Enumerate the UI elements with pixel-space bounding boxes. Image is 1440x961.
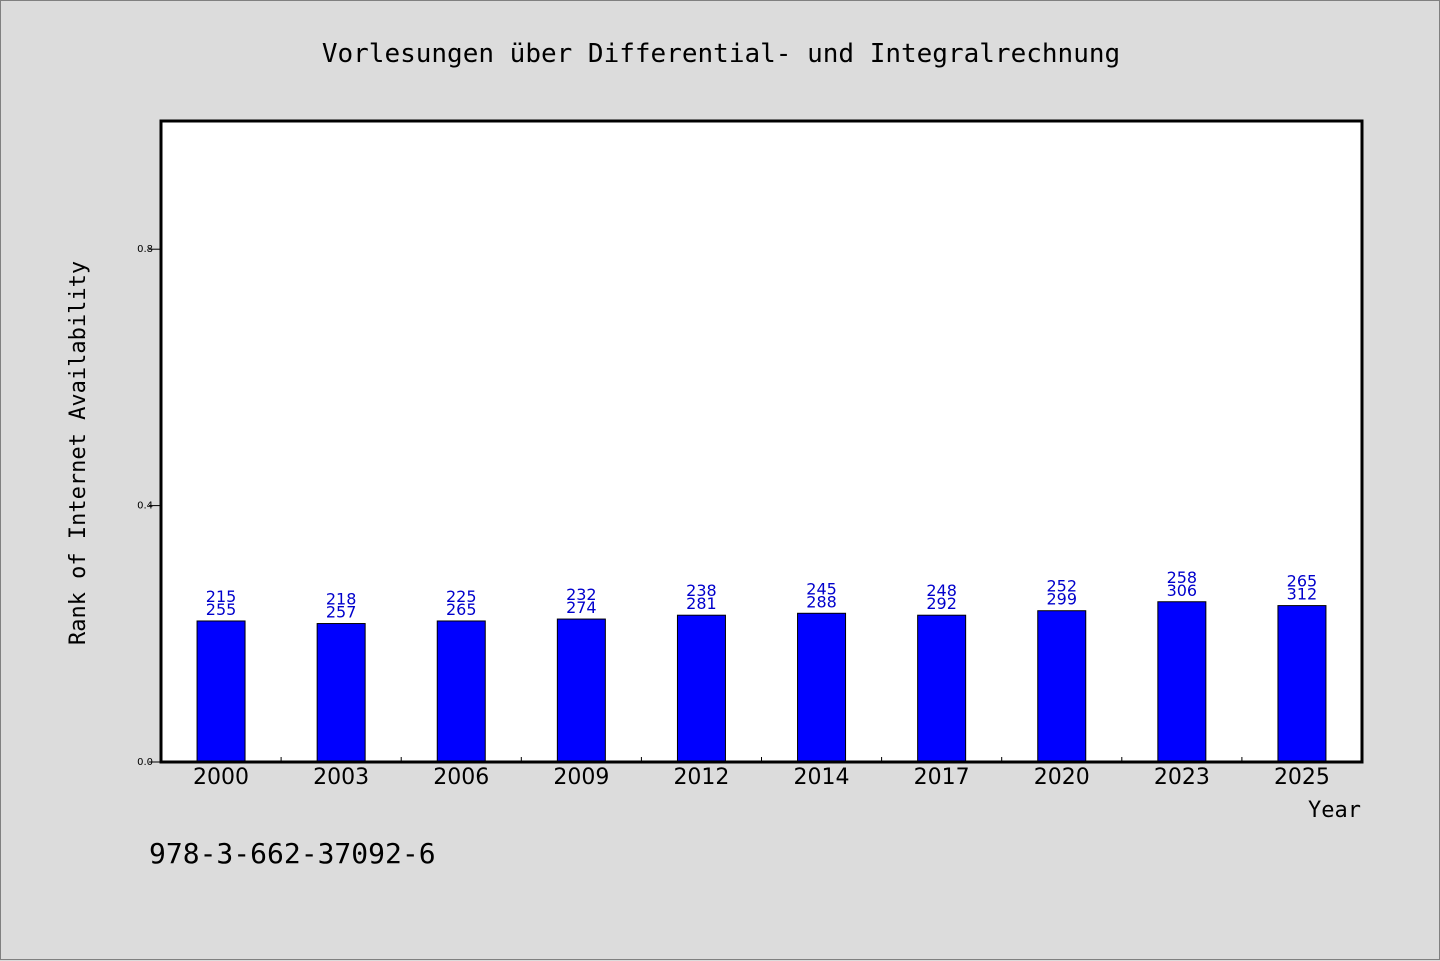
data-label-upper: 245: [806, 579, 837, 598]
plot-frame: [159, 119, 1364, 764]
x-tick-label: 2020: [1034, 765, 1090, 790]
y-tick-label: 0.8: [137, 244, 153, 255]
bar: [1277, 605, 1327, 763]
bar: [316, 623, 366, 763]
bar: [196, 620, 246, 763]
data-label-upper: 215: [206, 587, 237, 606]
y-tick-label: 0.4: [137, 501, 153, 512]
data-label-upper: 218: [326, 590, 357, 609]
bar: [797, 612, 847, 763]
x-tick-label: 2017: [914, 765, 970, 790]
data-label-upper: 232: [566, 585, 597, 604]
data-label-lower: 274: [566, 598, 597, 617]
data-label-lower: 255: [206, 600, 237, 619]
data-labels-group: 2152552182572252652322742382812452882482…: [206, 568, 1317, 622]
data-label-lower: 265: [446, 600, 477, 619]
bar: [676, 614, 726, 763]
bar: [556, 618, 606, 763]
data-label-upper: 238: [686, 581, 717, 600]
bar: [436, 620, 486, 763]
data-label-upper: 258: [1167, 568, 1198, 587]
x-tick-label: 2025: [1274, 765, 1330, 790]
x-tick-label: 2003: [313, 765, 369, 790]
x-axis-label: Year: [1308, 798, 1361, 823]
x-tick-label: 2000: [193, 765, 249, 790]
data-label-upper: 225: [446, 587, 477, 606]
data-label-lower: 312: [1287, 585, 1318, 604]
bars-group: [196, 601, 1327, 763]
data-label-lower: 281: [686, 594, 717, 613]
isbn-text: 978-3-662-37092-6: [149, 837, 436, 870]
bar: [1037, 610, 1087, 763]
data-label-upper: 248: [926, 581, 957, 600]
data-label-lower: 299: [1046, 590, 1077, 609]
x-tick-label: 2012: [673, 765, 729, 790]
bar: [1157, 601, 1207, 763]
x-tick-label: 2009: [553, 765, 609, 790]
data-label-lower: 306: [1167, 581, 1198, 600]
ticks-group: 2000 2003 2006 2009 2012 2014 2017 2020 2023 2025…: [137, 244, 1330, 790]
data-label-lower: 292: [926, 594, 957, 613]
y-tick-label: 0.0: [137, 757, 153, 768]
data-label-upper: 265: [1287, 572, 1318, 591]
bar: [917, 614, 967, 763]
chart-title: Vorlesungen über Differential- und Integ…: [322, 39, 1120, 69]
y-axis-label: Rank of Internet Availability: [66, 261, 91, 645]
x-tick-label: 2006: [433, 765, 489, 790]
data-label-lower: 288: [806, 592, 837, 611]
x-tick-label: 2023: [1154, 765, 1210, 790]
x-tick-label: 2014: [794, 765, 850, 790]
data-label-lower: 257: [326, 603, 357, 622]
data-label-upper: 252: [1046, 577, 1077, 596]
